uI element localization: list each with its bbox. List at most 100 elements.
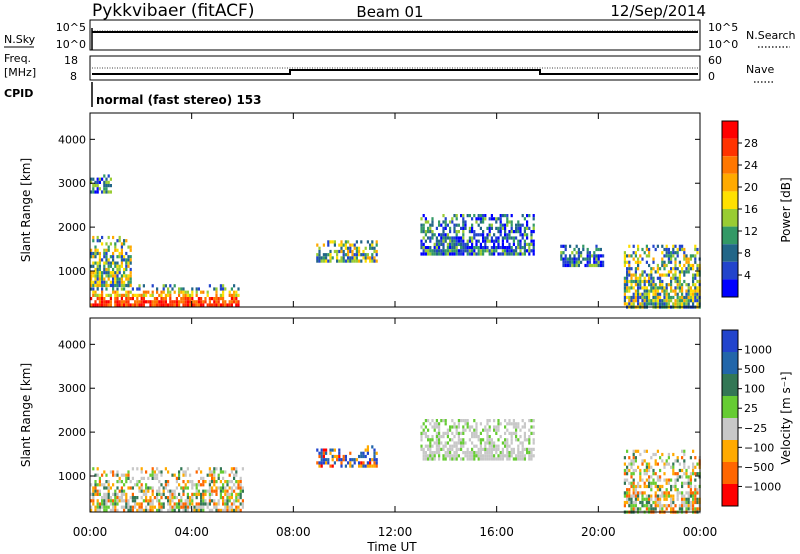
power-cell bbox=[98, 283, 101, 288]
velocity-cell bbox=[364, 464, 367, 468]
velocity-cell bbox=[477, 447, 480, 451]
power-cell bbox=[475, 233, 478, 237]
velocity-cell bbox=[235, 496, 238, 500]
power-cell bbox=[123, 303, 126, 307]
velocity-cell bbox=[211, 499, 214, 503]
velocity-cell bbox=[641, 462, 644, 466]
velocity-cell bbox=[103, 505, 106, 509]
power-cell bbox=[118, 255, 121, 259]
velocity-cell bbox=[197, 502, 200, 506]
power-cell bbox=[338, 249, 341, 254]
power-cell bbox=[588, 257, 591, 261]
velocity-cell bbox=[171, 489, 174, 493]
velocity-cell bbox=[676, 478, 679, 482]
power-cell bbox=[694, 295, 697, 300]
velocity-cell bbox=[206, 489, 209, 493]
power-cell bbox=[687, 292, 690, 296]
velocity-cell bbox=[136, 480, 139, 484]
velocity-cell bbox=[462, 419, 465, 423]
velocity-cell bbox=[224, 502, 227, 506]
power-cell bbox=[692, 276, 695, 280]
power-cell bbox=[495, 220, 498, 224]
power-cell bbox=[101, 290, 104, 294]
power-cell bbox=[123, 258, 126, 262]
velocity-cell bbox=[526, 451, 529, 455]
velocity-cell bbox=[109, 470, 112, 474]
velocity-cell bbox=[438, 422, 441, 426]
power-cell bbox=[566, 263, 569, 268]
velocity-cell bbox=[204, 489, 207, 493]
power-cell bbox=[164, 300, 167, 304]
velocity-cell bbox=[325, 448, 328, 452]
power-cell bbox=[189, 293, 192, 297]
power-cell bbox=[103, 261, 106, 265]
power-cell bbox=[584, 257, 587, 261]
power-cell bbox=[623, 289, 626, 293]
velocity-cell bbox=[643, 504, 646, 508]
velocity-cell bbox=[228, 499, 231, 503]
velocity-cell bbox=[118, 476, 121, 480]
velocity-cell bbox=[140, 483, 143, 487]
velocity-cell bbox=[643, 459, 646, 463]
velocity-cell bbox=[517, 447, 520, 451]
velocity-cell bbox=[530, 451, 533, 455]
velocity-cell bbox=[222, 483, 225, 487]
velocity-cell bbox=[233, 502, 236, 506]
velocity-cell bbox=[490, 457, 493, 461]
velocity-cell bbox=[169, 505, 172, 509]
power-cell bbox=[228, 290, 231, 294]
velocity-cell bbox=[623, 468, 626, 473]
velocity-cell bbox=[322, 461, 325, 465]
power-cell bbox=[215, 287, 218, 291]
velocity-cell bbox=[630, 481, 633, 485]
power-cell bbox=[222, 290, 225, 294]
velocity-cell bbox=[169, 508, 172, 512]
velocity-cell bbox=[94, 489, 97, 493]
velocity-cell bbox=[654, 481, 657, 485]
velocity-cell bbox=[532, 425, 535, 429]
velocity-cell bbox=[634, 494, 637, 498]
power-cell bbox=[643, 289, 646, 293]
power-cell bbox=[488, 223, 491, 227]
velocity-cell bbox=[241, 499, 244, 503]
power-cell bbox=[94, 245, 97, 249]
power-cell bbox=[564, 247, 567, 252]
velocity-cell bbox=[206, 473, 209, 477]
x-tick-label: 20:00 bbox=[581, 525, 616, 539]
power-cell bbox=[654, 292, 657, 296]
power-cell bbox=[112, 261, 115, 265]
velocity-cell bbox=[160, 502, 163, 506]
velocity-cell bbox=[656, 449, 659, 453]
velocity-cell bbox=[659, 500, 662, 505]
power-cell bbox=[672, 244, 675, 248]
velocity-cell bbox=[219, 486, 222, 490]
velocity-cell bbox=[129, 480, 132, 484]
velocity-cell bbox=[134, 483, 137, 487]
power-colorbar-cell bbox=[722, 226, 738, 245]
velocity-cell bbox=[486, 438, 489, 442]
power-cell bbox=[501, 226, 504, 230]
velocity-cell bbox=[508, 451, 511, 455]
velocity-cell bbox=[123, 489, 126, 493]
power-cell bbox=[358, 253, 361, 257]
power-cell bbox=[105, 190, 108, 194]
power-cell bbox=[490, 246, 493, 250]
power-cell bbox=[96, 177, 99, 181]
velocity-cell bbox=[661, 491, 664, 495]
cpid-text: normal (fast stereo) 153 bbox=[96, 93, 262, 107]
power-cell bbox=[455, 242, 458, 246]
power-cell bbox=[528, 246, 531, 250]
velocity-cell bbox=[349, 458, 352, 462]
power-cell bbox=[440, 223, 443, 227]
power-cell bbox=[191, 303, 194, 307]
power-cell bbox=[530, 249, 533, 253]
velocity-cell bbox=[96, 467, 99, 471]
velocity-cell bbox=[156, 489, 159, 493]
power-cell bbox=[438, 249, 441, 253]
velocity-cell bbox=[160, 496, 163, 500]
power-cell bbox=[530, 236, 533, 240]
power-cell bbox=[340, 246, 343, 250]
power-cell bbox=[435, 252, 438, 256]
velocity-cell bbox=[123, 483, 126, 487]
power-cell bbox=[573, 247, 576, 252]
